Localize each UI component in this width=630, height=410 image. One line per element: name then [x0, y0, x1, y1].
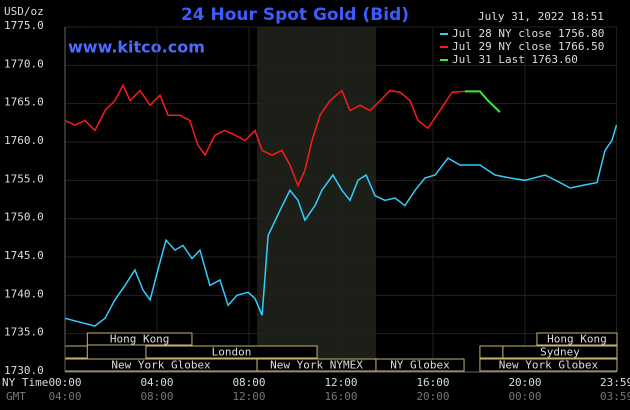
session-box — [479, 358, 618, 372]
y-tick-label: 1765.0 — [4, 96, 44, 109]
session-label: NY Globex — [390, 359, 450, 372]
session-box — [145, 345, 318, 359]
timestamp: July 31, 2022 18:51 — [478, 10, 604, 23]
x2-tick-label: 04:00 — [48, 390, 81, 403]
x2-axis-label: GMT — [6, 390, 26, 403]
unit-label: USD/oz — [4, 5, 44, 18]
source: www.kitco.com — [68, 38, 205, 57]
x-tick-label: 08:00 — [232, 376, 265, 389]
series-line — [64, 83, 466, 188]
session-box — [375, 358, 465, 372]
x-axis-label: NY Time — [2, 376, 48, 389]
session-label: Hong Kong — [547, 333, 607, 346]
x2-tick-label: 20:00 — [416, 390, 449, 403]
x2-tick-label: 03:59 — [600, 390, 630, 403]
x-tick-label: 23:59 — [600, 376, 630, 389]
series-line — [465, 90, 501, 113]
y-tick-label: 1750.0 — [4, 211, 44, 224]
legend-label: Jul 29 NY close 1766.50 — [452, 40, 604, 53]
y-tick-label: 1755.0 — [4, 172, 44, 185]
session-box — [536, 332, 618, 346]
y-tick-label: 1760.0 — [4, 134, 44, 147]
session-label: New York Globex — [111, 359, 211, 372]
x-tick-label: 16:00 — [416, 376, 449, 389]
highlight-band — [257, 27, 376, 372]
session-label: Hong Kong — [110, 333, 170, 346]
session-label: Sydney — [540, 346, 580, 359]
x2-tick-label: 16:00 — [324, 390, 357, 403]
session-box — [86, 332, 193, 346]
y-tick-label: 1770.0 — [4, 57, 44, 70]
y-tick-label: 1735.0 — [4, 326, 44, 339]
legend-label: Jul 31 Last 1763.60 — [452, 53, 578, 66]
session-box — [502, 345, 618, 359]
session-label: London — [212, 346, 252, 359]
session-label: New York NYMEX — [270, 359, 363, 372]
x-tick-label: 04:00 — [140, 376, 173, 389]
y-tick-label: 1740.0 — [4, 287, 44, 300]
x2-tick-label: 12:00 — [232, 390, 265, 403]
x2-tick-label: 08:00 — [140, 390, 173, 403]
legend-label: Jul 28 NY close 1756.80 — [452, 27, 604, 40]
session-box — [479, 345, 504, 359]
y-tick-label: 1745.0 — [4, 249, 44, 262]
x2-tick-label: 00:00 — [508, 390, 541, 403]
session-box — [64, 345, 88, 359]
x-tick-label: 20:00 — [508, 376, 541, 389]
x-tick-label: 00:00 — [48, 376, 81, 389]
series-line — [64, 124, 618, 327]
session-label: New York Globex — [499, 359, 599, 372]
y-tick-label: 1730.0 — [4, 364, 44, 377]
x-tick-label: 12:00 — [324, 376, 357, 389]
y-tick-label: 1775.0 — [4, 19, 44, 32]
chart-title: 24 Hour Spot Gold (Bid) — [181, 5, 409, 25]
